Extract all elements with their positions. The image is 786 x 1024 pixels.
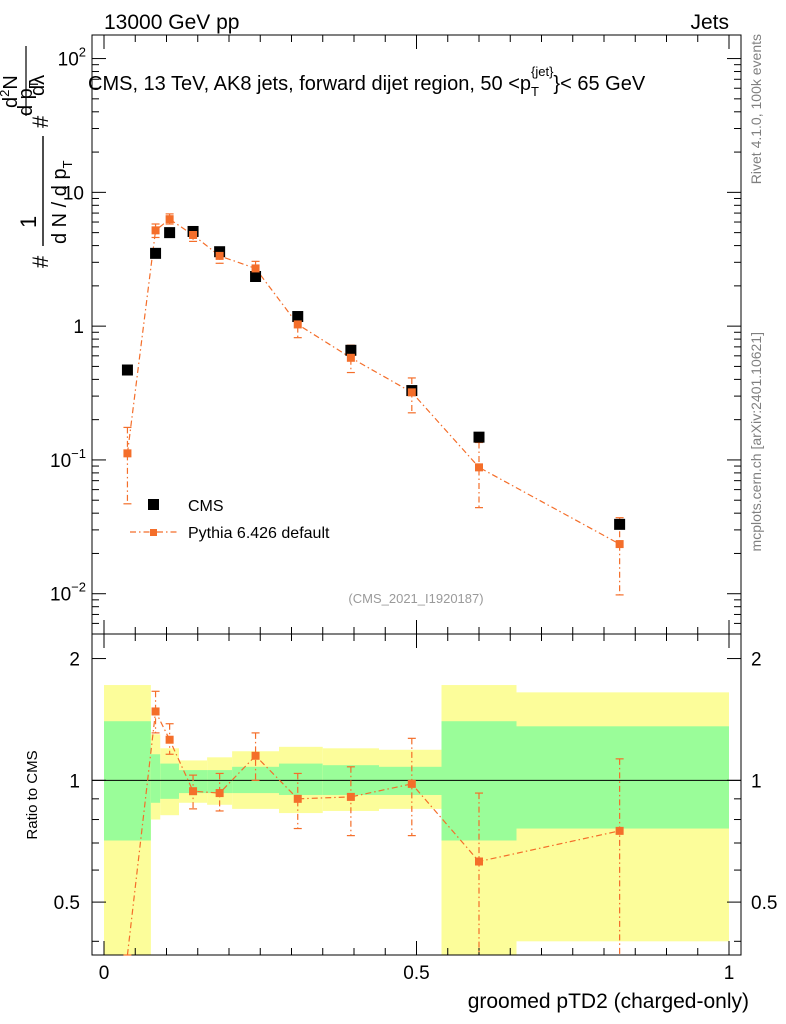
- ratio-axes: 0.5 0.5 1 1 2 2 0 0.5 1: [54, 633, 777, 984]
- ratio-tick-label-right-1: 1: [751, 771, 762, 792]
- ylabel-dndpt: d N / d p: [49, 168, 71, 244]
- band-inner-10: [516, 726, 729, 829]
- x-tick-label-0: 0: [99, 963, 110, 984]
- ratio-y-label: Ratio to CMS: [24, 750, 41, 839]
- y-tick-label-1: 10−1: [50, 446, 86, 472]
- ratio-tick-label-right-2: 2: [751, 650, 762, 671]
- main-axes: 10−2 10−1 1 10 102: [50, 34, 742, 635]
- analysis-tag: (CMS_2021_I1920187): [348, 591, 483, 606]
- svg-text:#: #: [28, 115, 53, 128]
- x-tick-label-1: 0.5: [403, 963, 429, 984]
- ratio-point-5: [251, 751, 260, 760]
- ratio-point-4: [215, 789, 224, 798]
- ylabel-hash-1: #: [28, 255, 53, 268]
- ratio-tick-label-left-0: 0.5: [54, 893, 80, 914]
- y-tick-label-2: 1: [73, 317, 84, 338]
- ylabel-one: 1: [16, 216, 41, 228]
- plot-title: CMS, 13 TeV, AK8 jets, forward dijet reg…: [88, 64, 646, 99]
- mc-point-0: [123, 449, 132, 458]
- ratio-tick-label-left-1: 1: [69, 771, 80, 792]
- ratio-line: [126, 709, 620, 956]
- mc-point-7: [346, 353, 355, 362]
- x-axis-label: groomed pTD2 (charged-only): [468, 990, 749, 1013]
- side-label-mcplots: mcplots.cern.ch [arXiv:2401.10621]: [748, 332, 764, 551]
- ylabel-n: N: [0, 75, 22, 89]
- y-tick-label-0: 10−2: [50, 580, 86, 606]
- mc-point-2: [165, 215, 174, 224]
- legend-label-mc: Pythia 6.426 default: [188, 525, 330, 542]
- mc-point-8: [407, 388, 416, 397]
- mc-point-10: [615, 540, 624, 549]
- title-sub: T: [531, 84, 539, 99]
- y-axis-label: # 1 d N / d pT # d pT d2N dλ: [0, 46, 75, 268]
- ylabel-d: d: [0, 97, 22, 108]
- ratio-point-3: [189, 787, 198, 796]
- ratio-point-9: [475, 857, 483, 866]
- ratio-panel: [104, 685, 729, 955]
- title-sup: {jet}: [531, 64, 554, 79]
- ylabel-t-1: T: [60, 160, 75, 168]
- legend-marker-cms: [148, 499, 159, 510]
- ratio-series: [123, 690, 624, 956]
- legend: CMS Pythia 6.426 default: [130, 498, 330, 542]
- ylabel-two: 2: [0, 90, 12, 97]
- ratio-point-10: [615, 826, 624, 835]
- mc-point-1: [151, 226, 160, 235]
- cms-point-1: [150, 247, 162, 259]
- svg-text:#: #: [28, 255, 53, 268]
- cms-point-2: [164, 227, 176, 239]
- mc-point-6: [293, 320, 302, 329]
- x-tick-label-2: 1: [724, 963, 735, 984]
- ratio-point-8: [407, 779, 416, 788]
- cms-point-10: [614, 518, 626, 530]
- band-inner-1: [150, 754, 161, 803]
- ratio-point-2: [165, 735, 174, 744]
- svg-text:1: 1: [16, 216, 41, 228]
- title-tail: }< 65 GeV: [553, 73, 645, 95]
- legend-label-cms: CMS: [188, 498, 224, 515]
- mc-point-3: [189, 230, 198, 239]
- mc-point-5: [251, 264, 260, 273]
- cms-point-4: [214, 246, 226, 258]
- header-right-label: Jets: [690, 11, 729, 34]
- svg-text:d N / d pT: d N / d pT: [49, 160, 75, 244]
- side-label-rivet: Rivet 4.1.0, 100k events: [748, 34, 764, 184]
- ratio-point-6: [293, 794, 302, 803]
- title-main: CMS, 13 TeV, AK8 jets, forward dijet reg…: [88, 73, 531, 95]
- band-inner-0: [104, 721, 151, 841]
- svg-text:d2N: d2N: [0, 75, 22, 108]
- legend-marker-mc: [150, 529, 157, 536]
- ratio-tick-label-left-2: 2: [69, 650, 80, 671]
- cms-point-0: [121, 364, 133, 376]
- main-frame: [91, 34, 742, 635]
- band-inner-6: [279, 763, 323, 795]
- mc-point-9: [475, 463, 483, 472]
- ylabel-dlambda: dλ: [27, 75, 49, 96]
- cms-point-9: [473, 431, 485, 443]
- svg-text:dλ: dλ: [27, 75, 49, 96]
- cms-point-6: [292, 311, 304, 323]
- cms-point-7: [345, 344, 357, 356]
- ratio-point-7: [346, 792, 355, 801]
- data-series: [121, 215, 626, 549]
- cms-point-5: [250, 270, 262, 282]
- ratio-tick-label-right-0: 0.5: [751, 893, 777, 914]
- ratio-point-1: [151, 707, 160, 716]
- y-tick-label-4: 102: [58, 45, 86, 71]
- mc-point-4: [215, 251, 224, 260]
- ylabel-hash-2: #: [28, 115, 53, 128]
- header-left-label: 13000 GeV pp: [104, 11, 239, 34]
- y-tick-label-3: 10: [63, 183, 84, 204]
- ylabel-t-2: T: [26, 80, 41, 88]
- mc-line: [126, 218, 620, 545]
- band-inner-2: [160, 763, 179, 799]
